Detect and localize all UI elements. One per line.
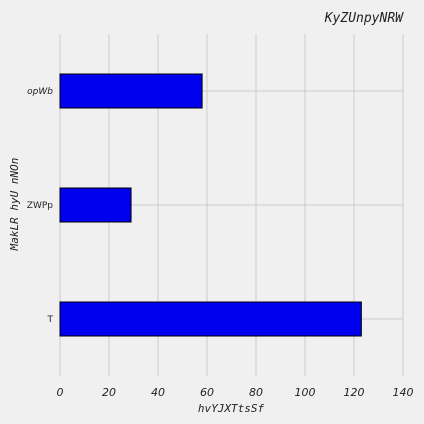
x-tick-label-0: 0 <box>57 386 64 399</box>
chart-title: KyZUnpyNRW <box>324 11 404 26</box>
bar-T <box>59 301 362 337</box>
x-tick-label-4: 80 <box>249 386 263 399</box>
x-tick-label-2: 40 <box>151 386 165 399</box>
bar-ZWPp <box>59 187 132 223</box>
y-axis-label: MakLR hyU nNOn <box>8 158 21 252</box>
bars-layer <box>59 73 362 337</box>
x-tick-labels: 0 20 40 60 80 100 120 140 <box>57 386 414 399</box>
y-tick-label-0: opWb <box>27 87 53 97</box>
y-tick-label-2: T <box>47 315 54 325</box>
x-tick-label-7: 140 <box>393 386 414 399</box>
y-tick-labels: opWb ZWPp T <box>27 87 54 325</box>
x-tick-label-6: 120 <box>344 386 365 399</box>
x-tick-label-1: 20 <box>102 386 116 399</box>
bar-opWb <box>59 73 203 109</box>
x-tick-label-5: 100 <box>295 386 316 399</box>
y-tick-label-1: ZWPp <box>27 201 53 211</box>
x-tick-label-3: 60 <box>200 386 214 399</box>
x-axis-label: hvYJXTtsSf <box>198 402 265 415</box>
